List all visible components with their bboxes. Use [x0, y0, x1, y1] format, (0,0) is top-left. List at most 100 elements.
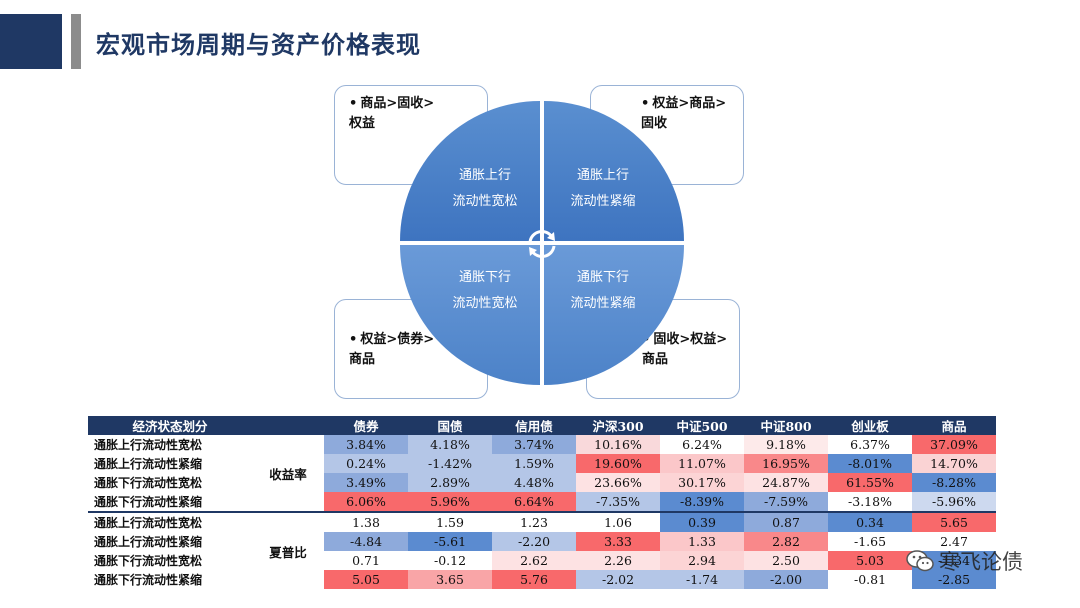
state-cell: 通胀上行流动性宽松 — [94, 438, 203, 452]
value-cell: 4.18% — [408, 435, 492, 454]
watermark-text: 寒飞论债 — [939, 550, 1023, 574]
value-cell: 2.47 — [912, 532, 996, 551]
bullet-icon: • — [641, 96, 650, 111]
value-cell: 5.76 — [492, 570, 576, 589]
value-cell: 16.95% — [744, 454, 828, 473]
callout-line2: 权益 — [349, 116, 376, 131]
quadrant-label: 通胀上行 — [576, 168, 629, 183]
value-cell: 30.17% — [660, 473, 744, 492]
header-block — [0, 14, 62, 69]
state-cell: 通胀上行流动性紧缩 — [94, 457, 203, 471]
value-cell: 10.16% — [576, 435, 660, 454]
value-cell: 5.96% — [408, 492, 492, 512]
value-cell: -7.35% — [576, 492, 660, 512]
value-cell: 2.89% — [408, 473, 492, 492]
bullet-icon: • — [349, 332, 358, 347]
value-cell: -1.42% — [408, 454, 492, 473]
quadrant-label: 通胀上行 — [458, 168, 511, 183]
value-cell: 14.70% — [912, 454, 996, 473]
value-cell: 1.33 — [660, 532, 744, 551]
value-cell: -1.65 — [828, 532, 912, 551]
value-cell: 9.18% — [744, 435, 828, 454]
callout-line2: 固收 — [641, 116, 668, 131]
value-cell: 0.24% — [324, 454, 408, 473]
quadrant-label: 通胀下行 — [458, 270, 511, 285]
value-cell: 1.59% — [492, 454, 576, 473]
header-cell: 信用债 — [492, 416, 576, 435]
watermark: 寒飞论债 — [905, 546, 1023, 576]
header-cell: 债券 — [324, 416, 408, 435]
header-cell: 中证500 — [660, 416, 744, 435]
page-title: 宏观市场周期与资产价格表现 — [96, 31, 421, 59]
callout-line1: 权益>商品> — [652, 96, 727, 111]
value-cell: 19.60% — [576, 454, 660, 473]
state-cell: 通胀下行流动性紧缩 — [94, 495, 203, 509]
value-cell: 3.65 — [408, 570, 492, 589]
value-cell: 1.06 — [576, 511, 660, 532]
table-row: 通胀下行流动性宽松 0.71 -0.12 2.62 2.26 2.94 2.50 5.03 -1… — [88, 551, 996, 570]
value-cell: -2.02 — [576, 570, 660, 589]
value-cell: 5.65 — [912, 511, 996, 532]
header-cell: 中证800 — [744, 416, 828, 435]
value-cell: 2.26 — [576, 551, 660, 570]
value-cell: 4.48% — [492, 473, 576, 492]
metric-return-label: 收益率 — [269, 466, 307, 482]
value-cell: -0.81 — [828, 570, 912, 589]
value-cell: 3.49% — [324, 473, 408, 492]
table-row: 通胀上行流动性紧缩 -4.84 -5.61 -2.20 3.33 1.33 2.82 -1.6… — [88, 532, 996, 551]
value-cell: -8.28% — [912, 473, 996, 492]
value-cell: 6.06% — [324, 492, 408, 512]
value-cell: -2.00 — [744, 570, 828, 589]
value-cell: 3.84% — [324, 435, 408, 454]
state-cell: 通胀下行流动性宽松 — [94, 476, 203, 490]
value-cell: 24.87% — [744, 473, 828, 492]
state-cell: 通胀下行流动性宽松 — [94, 554, 203, 568]
value-cell: 2.62 — [492, 551, 576, 570]
value-cell: -8.01% — [828, 454, 912, 473]
table-row: 通胀下行流动性紧缩 6.06% 5.96% 6.64% -7.35% -8.39% -7.5… — [88, 492, 996, 512]
value-cell: 2.82 — [744, 532, 828, 551]
quadrant-label: 通胀下行 — [576, 270, 629, 285]
value-cell: 6.37% — [828, 435, 912, 454]
table-row: 通胀上行流动性紧缩 0.24% -1.42% 1.59% 19.60% 11.07% 16.… — [88, 454, 996, 473]
quadrant-label: 流动性紧缩 — [570, 194, 636, 209]
callout-line2: 商品 — [349, 352, 376, 367]
value-cell: 0.87 — [744, 511, 828, 532]
state-cell: 通胀上行流动性宽松 — [88, 511, 252, 532]
value-cell: -7.59% — [744, 492, 828, 512]
value-cell: 23.66% — [576, 473, 660, 492]
quadrant-label: 流动性宽松 — [452, 296, 518, 311]
value-cell: 61.55% — [828, 473, 912, 492]
header-cell: 经济状态划分 — [88, 416, 252, 435]
callout-line2: 商品 — [642, 352, 669, 367]
table-row: 通胀下行流动性宽松 3.49% 2.89% 4.48% 23.66% 30.17% 24.8… — [88, 473, 996, 492]
value-cell: 2.50 — [744, 551, 828, 570]
header-cell: 沪深300 — [576, 416, 660, 435]
value-cell: -2.20 — [492, 532, 576, 551]
value-cell: 1.38 — [324, 511, 408, 532]
table-row: 通胀上行流动性宽松 夏普比 1.38 1.59 1.23 1.06 0.39 0.87 0.34… — [88, 511, 996, 589]
table-header-row: 经济状态划分 债券 国债 信用债 沪深300 中证500 中证800 创业板 商… — [88, 416, 996, 435]
value-cell: 6.24% — [660, 435, 744, 454]
header-cell: 创业板 — [828, 416, 912, 435]
table-row: 通胀上行流动性宽松 收益率 3.84% 4.18% 3.74% 10.16% 6.24% 9.… — [88, 435, 996, 482]
header-cell: 商品 — [912, 416, 996, 435]
callout-line1: 商品>固收> — [360, 96, 435, 111]
value-cell: 0.34 — [828, 511, 912, 532]
value-cell: 5.03 — [828, 551, 912, 570]
quadrant-label: 流动性宽松 — [452, 194, 518, 209]
value-cell: -2.85 — [912, 570, 996, 589]
value-cell: -5.96% — [912, 492, 996, 512]
header-cell: 国债 — [408, 416, 492, 435]
performance-table: 经济状态划分 债券 国债 信用债 沪深300 中证500 中证800 创业板 商… — [88, 416, 996, 589]
quadrant-label: 流动性紧缩 — [570, 296, 636, 311]
value-cell: 11.07% — [660, 454, 744, 473]
header-cell — [252, 416, 324, 435]
cycle-arrows-icon — [528, 230, 556, 258]
value-cell: 1.59 — [408, 511, 492, 532]
value-cell: 2.94 — [660, 551, 744, 570]
table-row: 通胀下行流动性紧缩 5.05 3.65 5.76 -2.02 -1.74 -2.00 -0.8… — [88, 570, 996, 589]
value-cell: -4.84 — [324, 532, 408, 551]
callout-line1: 权益>债券> — [360, 332, 435, 347]
value-cell: -3.18% — [828, 492, 912, 512]
